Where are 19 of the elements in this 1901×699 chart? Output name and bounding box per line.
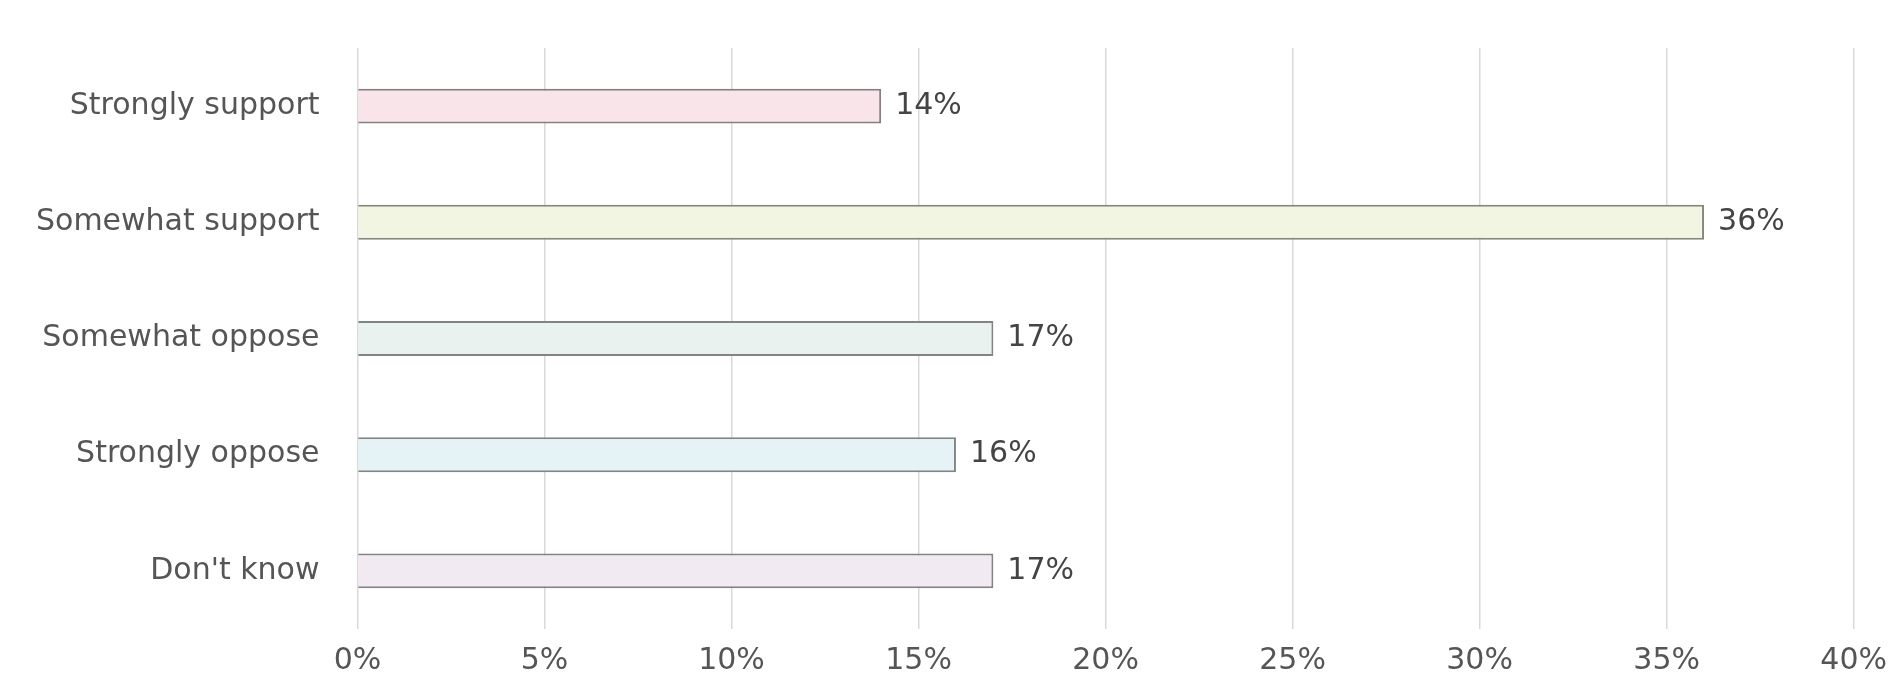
x-tick-label: 0%: [333, 640, 382, 676]
x-tick-label: 5%: [520, 640, 569, 676]
y-tick-label: Strongly oppose: [76, 434, 320, 470]
y-tick-label: Somewhat support: [35, 202, 320, 238]
y-tick-label: Somewhat oppose: [42, 318, 320, 354]
data-label: 36%: [1718, 202, 1785, 238]
data-label: 17%: [1007, 550, 1075, 586]
data-label: 17%: [1007, 318, 1075, 354]
data-label: 16%: [969, 434, 1037, 470]
x-tick-label: 25%: [1259, 640, 1326, 676]
x-tick-label: 40%: [1820, 640, 1887, 676]
y-tick-label: Strongly support: [69, 85, 320, 121]
data-label: 14%: [895, 85, 962, 121]
x-tick-label: 10%: [698, 640, 765, 676]
y-tick-label: Don't know: [150, 550, 320, 586]
x-tick-label: 20%: [1072, 640, 1139, 676]
x-tick-label: 30%: [1446, 640, 1513, 676]
x-tick-label: 15%: [885, 640, 952, 676]
x-tick-label: 35%: [1633, 640, 1700, 676]
